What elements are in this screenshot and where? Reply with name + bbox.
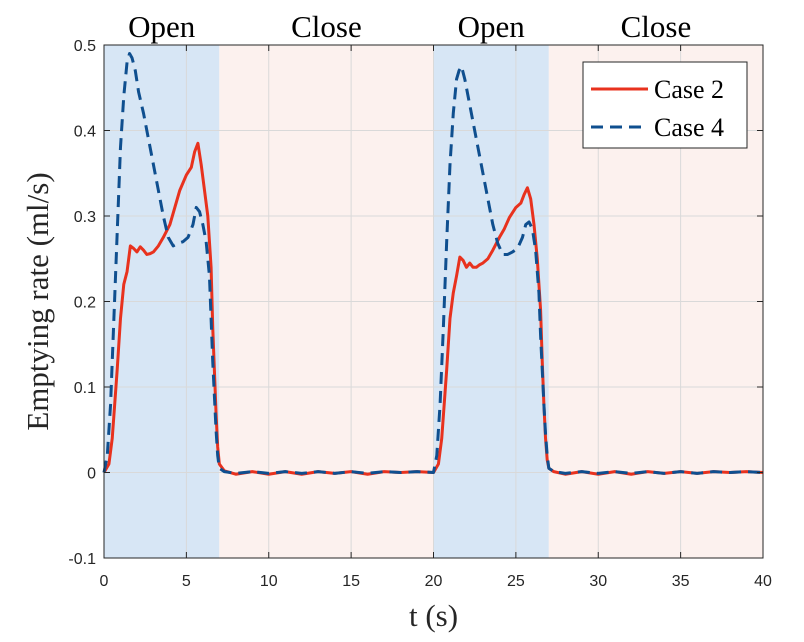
y-tick-label: 0 xyxy=(87,466,96,483)
x-tick-label: 15 xyxy=(342,573,360,590)
y-tick-label: 0.2 xyxy=(74,295,96,312)
x-tick-label: 10 xyxy=(260,573,278,590)
y-axis-title: Emptying rate (ml/s) xyxy=(20,172,55,430)
phase-label-open: Open xyxy=(128,9,196,44)
x-tick-label: 20 xyxy=(425,573,443,590)
phase-label-close: Close xyxy=(621,9,692,44)
series-layer xyxy=(102,52,764,476)
y-tick-label: 0.3 xyxy=(74,209,96,226)
phase-labels: Open Close Open Close xyxy=(128,9,691,44)
y-tick-label: 0.1 xyxy=(74,380,96,397)
y-tick-label: 0.5 xyxy=(74,38,96,55)
legend-label-case-4: Case 4 xyxy=(654,113,724,142)
legend: Case 2 Case 4 xyxy=(582,61,748,149)
legend-box xyxy=(582,61,748,149)
x-axis-ticks: 0 5 10 15 20 25 30 35 40 xyxy=(100,45,772,590)
y-axis-ticks: -0.1 0 0.1 0.2 0.3 0.4 0.5 xyxy=(68,38,763,568)
x-tick-label: 35 xyxy=(672,573,690,590)
series-line-case-4 xyxy=(102,52,764,475)
y-tick-label: -0.1 xyxy=(68,551,96,568)
x-tick-label: 40 xyxy=(754,573,772,590)
x-tick-label: 0 xyxy=(100,573,109,590)
y-tick-label: 0.4 xyxy=(74,124,96,141)
x-axis-title: t (s) xyxy=(409,598,458,633)
phase-label-open: Open xyxy=(458,9,526,44)
x-tick-label: 5 xyxy=(182,573,191,590)
x-tick-label: 25 xyxy=(507,573,525,590)
legend-label-case-2: Case 2 xyxy=(654,75,724,104)
phase-label-close: Close xyxy=(291,9,362,44)
x-tick-label: 30 xyxy=(589,573,607,590)
